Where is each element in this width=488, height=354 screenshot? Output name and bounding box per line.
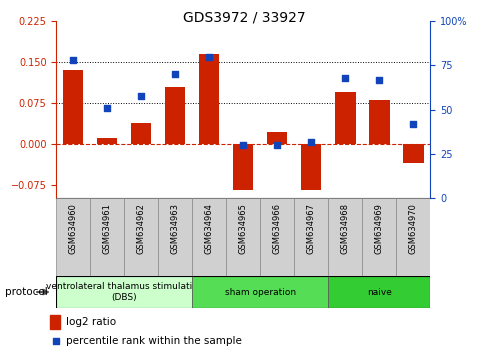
- Bar: [266, 132, 287, 144]
- Text: GSM634965: GSM634965: [238, 203, 247, 254]
- Point: [69, 57, 77, 63]
- Bar: [192, 276, 327, 308]
- Bar: [56, 276, 192, 308]
- Bar: [260, 198, 294, 276]
- Bar: [327, 276, 429, 308]
- Bar: [56, 198, 90, 276]
- Bar: [90, 198, 124, 276]
- Point: [137, 93, 145, 98]
- Bar: [192, 198, 226, 276]
- Point: [239, 142, 246, 148]
- Bar: [294, 198, 327, 276]
- Text: GSM634966: GSM634966: [272, 203, 281, 254]
- Bar: [158, 198, 192, 276]
- Text: GSM634963: GSM634963: [170, 203, 180, 254]
- Bar: [226, 198, 260, 276]
- Text: GSM634962: GSM634962: [137, 203, 145, 254]
- Point: [205, 54, 213, 59]
- Bar: [50, 315, 60, 329]
- Text: GSM634969: GSM634969: [374, 203, 383, 254]
- Bar: [334, 92, 355, 144]
- Text: GSM634970: GSM634970: [408, 203, 417, 254]
- Point: [375, 77, 383, 82]
- Bar: [362, 198, 395, 276]
- Text: GSM634961: GSM634961: [102, 203, 112, 254]
- Point: [171, 72, 179, 77]
- Text: ventrolateral thalamus stimulation
(DBS): ventrolateral thalamus stimulation (DBS): [45, 282, 203, 302]
- Text: GDS3972 / 33927: GDS3972 / 33927: [183, 11, 305, 25]
- Bar: [301, 144, 321, 190]
- Point: [307, 139, 315, 144]
- Bar: [233, 144, 253, 190]
- Text: log2 ratio: log2 ratio: [66, 318, 116, 327]
- Text: GSM634968: GSM634968: [340, 203, 349, 254]
- Bar: [395, 198, 429, 276]
- Point: [103, 105, 111, 111]
- Bar: [63, 70, 83, 144]
- Bar: [165, 87, 185, 144]
- Text: GSM634960: GSM634960: [69, 203, 78, 254]
- Text: GSM634967: GSM634967: [306, 203, 315, 254]
- Bar: [97, 138, 117, 144]
- Text: GSM634964: GSM634964: [204, 203, 213, 254]
- Text: percentile rank within the sample: percentile rank within the sample: [66, 336, 242, 346]
- Bar: [368, 100, 389, 144]
- Bar: [327, 198, 362, 276]
- Bar: [402, 144, 423, 163]
- Point: [52, 338, 60, 343]
- Bar: [124, 198, 158, 276]
- Bar: [131, 123, 151, 144]
- Point: [341, 75, 348, 81]
- Text: sham operation: sham operation: [224, 287, 295, 297]
- Bar: [199, 54, 219, 144]
- Point: [273, 142, 281, 148]
- Text: naive: naive: [366, 287, 391, 297]
- Text: protocol: protocol: [5, 287, 47, 297]
- Point: [408, 121, 416, 127]
